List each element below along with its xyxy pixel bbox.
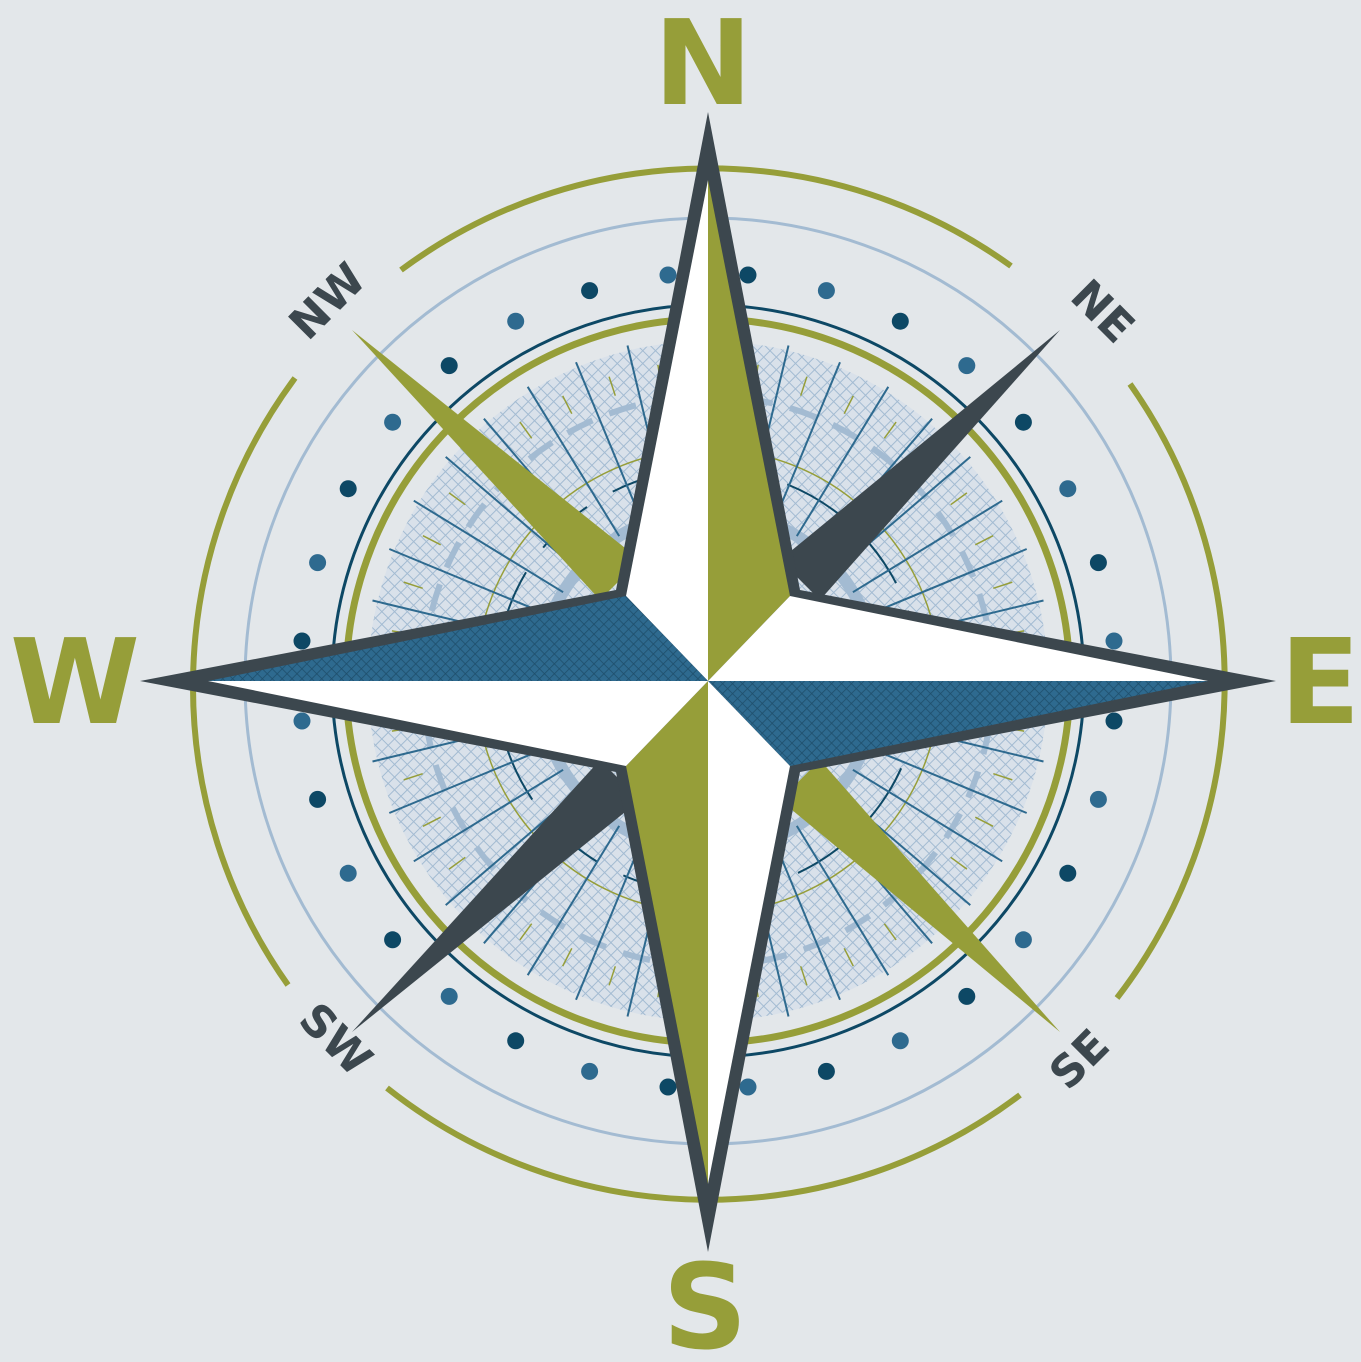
radial-line: [575, 837, 644, 1001]
tick-mark: [843, 395, 854, 415]
ring-dot: [659, 1078, 677, 1096]
ring-dot: [817, 282, 835, 300]
ne-point: [780, 330, 1060, 600]
ring-dot: [581, 1062, 599, 1080]
label-north: N: [654, 0, 753, 132]
ring-dot: [958, 987, 976, 1005]
tick-mark: [950, 856, 968, 870]
ring-dot: [1089, 554, 1107, 572]
ring-dot: [581, 282, 599, 300]
label-southeast: SE: [1040, 1020, 1120, 1100]
ring-dot: [739, 266, 757, 284]
tick-mark: [448, 856, 466, 870]
tick-mark: [519, 923, 533, 941]
label-northeast: NE: [1061, 270, 1144, 353]
diagonal-points: [352, 330, 1060, 1032]
ring-dot: [817, 1062, 835, 1080]
tick-mark: [608, 376, 617, 396]
label-southwest: SW: [289, 993, 382, 1086]
radial-line: [388, 745, 552, 814]
label-northwest: NW: [280, 254, 376, 350]
radial-line: [772, 361, 841, 525]
tick-mark: [608, 966, 617, 986]
tick-mark: [843, 947, 854, 967]
ring-dot: [1014, 931, 1032, 949]
ring-dot: [1059, 864, 1077, 882]
label-south: S: [663, 1238, 748, 1362]
south-point-right: [708, 681, 790, 1184]
radial-line: [864, 745, 1028, 814]
radial-line: [413, 499, 564, 594]
radial-line: [852, 768, 1003, 863]
radial-line: [772, 837, 841, 1001]
radial-line: [795, 825, 890, 976]
ring-dot: [507, 1032, 525, 1050]
dots-ring: [293, 266, 1123, 1096]
tick-mark: [974, 535, 994, 546]
main-star: [140, 112, 1276, 1252]
tick-mark: [799, 376, 808, 396]
tick-mark: [448, 492, 466, 506]
ring-dot: [1059, 480, 1077, 498]
tick-mark: [562, 947, 573, 967]
ring-dot: [339, 864, 357, 882]
ring-dot: [293, 712, 311, 730]
ring-dot: [440, 987, 458, 1005]
ring-dot: [309, 554, 327, 572]
ring-dot: [891, 1032, 909, 1050]
ring-dot: [659, 266, 677, 284]
radial-line: [864, 548, 1028, 617]
north-point-left: [626, 180, 708, 681]
ring-dot: [1105, 712, 1123, 730]
tick-mark: [993, 581, 1013, 590]
radial-line: [852, 499, 1003, 594]
ring-dot: [440, 357, 458, 375]
tick-mark: [950, 492, 968, 506]
ring-dot: [1105, 632, 1123, 650]
nw-point: [352, 330, 640, 600]
west-point-upper: [208, 596, 708, 681]
ring-dot: [384, 931, 402, 949]
sw-point: [352, 760, 640, 1032]
radial-line: [795, 386, 890, 537]
ring-dot: [891, 312, 909, 330]
ring-dot: [1014, 413, 1032, 431]
ring-dot: [507, 312, 525, 330]
tick-mark: [993, 772, 1013, 781]
radial-line: [526, 825, 621, 976]
south-point-left: [626, 681, 708, 1184]
tick-mark: [519, 421, 533, 439]
tick-mark: [974, 816, 994, 827]
tick-mark: [422, 535, 442, 546]
tick-mark: [403, 772, 423, 781]
ring-dot: [958, 357, 976, 375]
tick-mark: [403, 581, 423, 590]
radial-line: [526, 386, 621, 537]
label-west: W: [10, 613, 140, 751]
label-east: E: [1280, 613, 1361, 751]
se-point: [780, 760, 1060, 1032]
ring-dot: [293, 632, 311, 650]
tick-mark: [883, 421, 897, 439]
tick-mark: [562, 395, 573, 415]
ring-dot: [309, 790, 327, 808]
radial-line: [575, 361, 644, 525]
ring-dot: [1089, 790, 1107, 808]
north-point-right: [708, 180, 790, 681]
west-point-lower: [208, 681, 708, 766]
radial-line: [388, 548, 552, 617]
radial-line: [413, 768, 564, 863]
ring-dot: [339, 480, 357, 498]
ring-dot: [739, 1078, 757, 1096]
east-point-lower: [708, 681, 1208, 766]
east-point-upper: [708, 596, 1208, 681]
ring-dot: [384, 413, 402, 431]
tick-mark: [422, 816, 442, 827]
tick-mark: [799, 966, 808, 986]
tick-mark: [883, 923, 897, 941]
